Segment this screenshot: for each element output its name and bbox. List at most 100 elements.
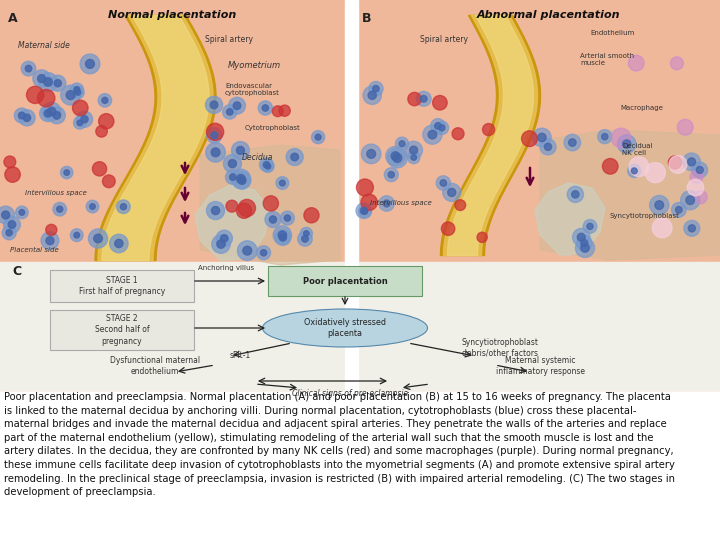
- Circle shape: [220, 235, 228, 242]
- Circle shape: [291, 153, 299, 161]
- Circle shape: [228, 159, 236, 167]
- Circle shape: [46, 224, 57, 235]
- Circle shape: [40, 105, 56, 122]
- Circle shape: [262, 105, 269, 111]
- Circle shape: [623, 140, 631, 148]
- Circle shape: [680, 191, 700, 210]
- Circle shape: [6, 230, 12, 236]
- Circle shape: [416, 91, 431, 106]
- Circle shape: [564, 134, 580, 151]
- Circle shape: [393, 153, 402, 163]
- Circle shape: [60, 166, 73, 179]
- Circle shape: [48, 107, 66, 124]
- Circle shape: [73, 117, 86, 129]
- Text: Maternal side: Maternal side: [18, 41, 70, 50]
- Circle shape: [273, 226, 292, 244]
- Polygon shape: [345, 0, 358, 390]
- Circle shape: [423, 125, 442, 144]
- Circle shape: [408, 92, 421, 106]
- Text: Clinical signs of pre-eclampsia: Clinical signs of pre-eclampsia: [292, 389, 408, 398]
- Circle shape: [482, 124, 495, 136]
- Circle shape: [102, 175, 115, 188]
- Circle shape: [228, 97, 246, 114]
- Circle shape: [238, 177, 246, 184]
- Circle shape: [60, 85, 81, 105]
- Circle shape: [368, 91, 377, 99]
- Circle shape: [102, 97, 108, 103]
- Circle shape: [77, 120, 83, 126]
- Circle shape: [1, 211, 9, 219]
- Circle shape: [538, 133, 546, 141]
- Circle shape: [44, 78, 53, 86]
- Circle shape: [312, 131, 325, 144]
- Circle shape: [360, 207, 367, 214]
- Text: Cytotrophoblast: Cytotrophoblast: [245, 125, 301, 131]
- Circle shape: [53, 112, 60, 119]
- Circle shape: [300, 227, 312, 239]
- Circle shape: [41, 232, 59, 249]
- Circle shape: [687, 179, 703, 196]
- Circle shape: [280, 211, 294, 225]
- Circle shape: [211, 132, 217, 139]
- Circle shape: [688, 158, 696, 166]
- Circle shape: [567, 186, 583, 202]
- Circle shape: [76, 111, 93, 127]
- Circle shape: [74, 86, 80, 93]
- Circle shape: [231, 169, 251, 188]
- Circle shape: [4, 156, 16, 168]
- Circle shape: [16, 206, 28, 219]
- Circle shape: [37, 90, 55, 107]
- Circle shape: [669, 156, 687, 173]
- Circle shape: [19, 110, 35, 126]
- Circle shape: [256, 246, 271, 260]
- Circle shape: [258, 101, 272, 115]
- Circle shape: [304, 231, 309, 236]
- Text: Myometrium: Myometrium: [228, 61, 281, 70]
- Circle shape: [57, 206, 63, 212]
- Circle shape: [405, 141, 423, 159]
- Circle shape: [379, 196, 395, 211]
- Circle shape: [629, 157, 649, 177]
- Circle shape: [33, 70, 50, 87]
- Polygon shape: [195, 185, 270, 260]
- Circle shape: [678, 119, 693, 135]
- Circle shape: [8, 221, 16, 228]
- Circle shape: [696, 166, 703, 173]
- Circle shape: [53, 202, 66, 216]
- Circle shape: [81, 116, 88, 123]
- Circle shape: [581, 240, 588, 246]
- Ellipse shape: [263, 309, 428, 347]
- Circle shape: [230, 174, 236, 180]
- Circle shape: [302, 235, 308, 242]
- Circle shape: [286, 148, 303, 166]
- Text: Intervillous space: Intervillous space: [25, 190, 86, 196]
- Circle shape: [361, 144, 381, 164]
- Circle shape: [233, 102, 240, 110]
- Circle shape: [226, 200, 238, 212]
- Circle shape: [39, 72, 58, 91]
- Circle shape: [628, 164, 641, 178]
- Circle shape: [265, 164, 271, 169]
- Circle shape: [521, 131, 537, 146]
- Circle shape: [399, 141, 405, 147]
- Circle shape: [0, 206, 14, 224]
- Circle shape: [279, 105, 290, 116]
- Text: Arterial smooth
muscle: Arterial smooth muscle: [580, 53, 634, 66]
- Circle shape: [259, 158, 274, 172]
- Circle shape: [44, 110, 52, 117]
- Circle shape: [580, 244, 589, 252]
- Text: STAGE 1
First half of pregnancy: STAGE 1 First half of pregnancy: [79, 276, 165, 296]
- Circle shape: [14, 108, 30, 123]
- Circle shape: [297, 232, 312, 246]
- Circle shape: [411, 155, 417, 160]
- Circle shape: [206, 143, 225, 162]
- Text: B: B: [362, 12, 372, 25]
- Circle shape: [672, 202, 686, 217]
- Circle shape: [265, 212, 281, 227]
- Circle shape: [261, 249, 267, 256]
- Circle shape: [71, 83, 84, 96]
- Circle shape: [668, 156, 681, 169]
- Circle shape: [278, 231, 287, 239]
- Circle shape: [690, 170, 703, 183]
- Circle shape: [683, 153, 701, 171]
